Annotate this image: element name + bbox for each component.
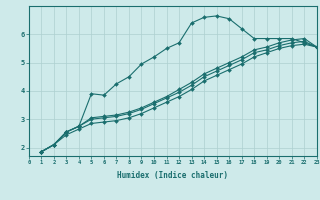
X-axis label: Humidex (Indice chaleur): Humidex (Indice chaleur)	[117, 171, 228, 180]
